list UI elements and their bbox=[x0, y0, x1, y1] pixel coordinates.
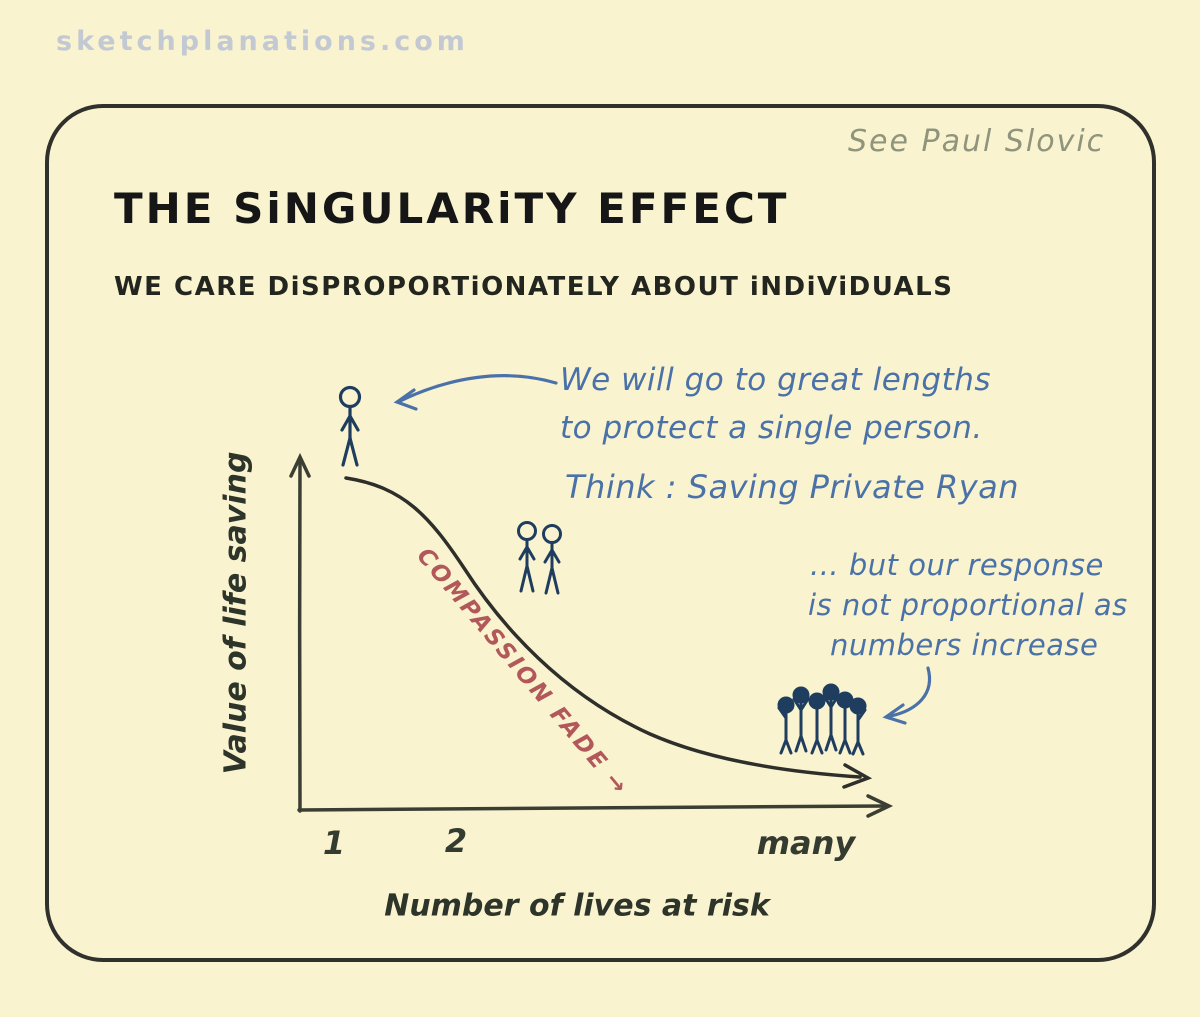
page-subtitle: WE CARE DiSPROPORTiONATELY ABOUT iNDiViD… bbox=[114, 272, 954, 302]
annotation-single-line3: Think : Saving Private Ryan bbox=[565, 468, 1020, 506]
page-title: THE SiNGULARiTY EFFECT bbox=[114, 184, 790, 233]
y-axis-line bbox=[289, 452, 311, 813]
annotation-single-line2: to protect a single person. bbox=[560, 410, 983, 446]
y-axis-label: Value of life saving bbox=[218, 451, 254, 775]
annotation-many-line2: is not proportional as bbox=[808, 588, 1128, 622]
x-tick-1: 1 bbox=[322, 824, 346, 862]
compassion-fade-curve bbox=[344, 476, 873, 789]
annotation-single-line1: We will go to great lengths bbox=[560, 362, 992, 398]
x-axis-label: Number of lives at risk bbox=[384, 888, 770, 924]
credit-text: See Paul Slovic bbox=[848, 124, 1106, 159]
arrow-to-crowd bbox=[882, 666, 932, 725]
x-tick-many: many bbox=[756, 824, 856, 862]
x-tick-2: 2 bbox=[444, 822, 468, 860]
annotation-many-line1: ... but our response bbox=[810, 548, 1104, 582]
two-people-figures bbox=[517, 521, 562, 595]
watermark: sketchplanations.com bbox=[56, 26, 469, 57]
crowd-figures bbox=[777, 683, 867, 756]
annotation-many-line3: numbers increase bbox=[830, 628, 1099, 662]
single-person-figure bbox=[338, 385, 362, 467]
sketch-frame-border bbox=[45, 104, 1156, 962]
arrow-to-single-person bbox=[393, 374, 558, 411]
x-axis-line bbox=[297, 794, 894, 818]
